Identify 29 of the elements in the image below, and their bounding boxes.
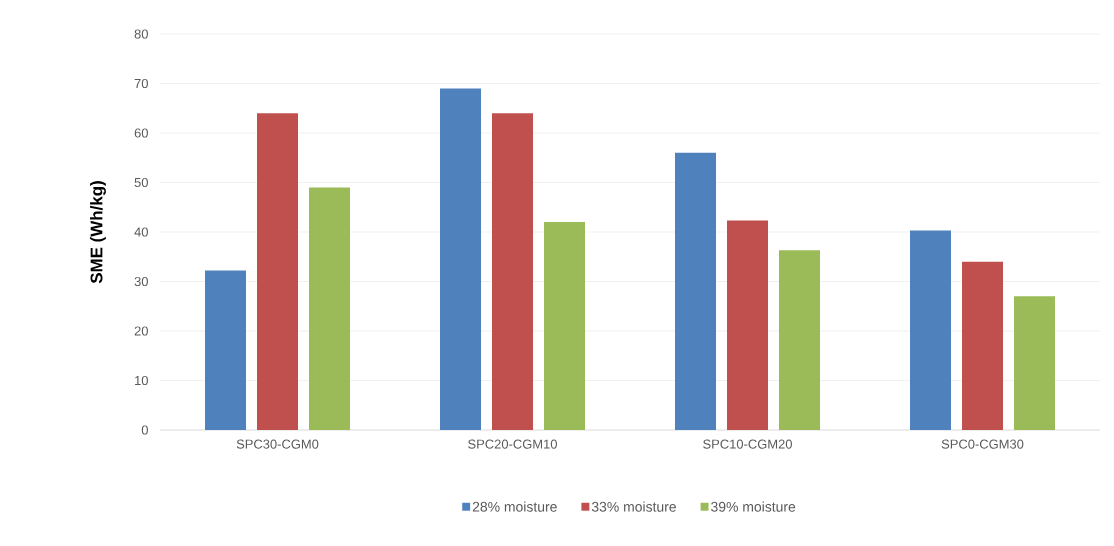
bar: [492, 113, 533, 430]
x-tick-label: SPC20-CGM10: [468, 439, 557, 449]
y-tick-label: 40: [134, 227, 148, 237]
bar: [309, 187, 350, 430]
legend-label: 28% moisture: [472, 501, 557, 512]
y-tick-label: 70: [134, 78, 148, 89]
bar: [440, 88, 481, 430]
bar: [257, 113, 298, 430]
legend-label: 33% moisture: [591, 501, 676, 512]
x-tick-label: SPC10-CGM20: [703, 439, 792, 449]
y-tick-label: 30: [134, 276, 148, 287]
bar: [544, 222, 586, 430]
bar: [962, 261, 1004, 430]
x-tick-label: SPC0-CGM30: [941, 439, 1024, 449]
bar: [727, 220, 769, 430]
y-tick-label: 0: [141, 425, 148, 435]
y-axis-title: SME (Wh/kg): [90, 181, 106, 284]
y-tick-label: 50: [134, 177, 148, 188]
bar: [675, 152, 717, 430]
y-tick-label: 60: [134, 128, 148, 138]
bar: [910, 230, 952, 430]
bar: [205, 270, 246, 430]
bar: [1014, 296, 1056, 430]
x-tick-label: SPC30-CGM0: [236, 439, 319, 449]
y-tick-label: 10: [135, 375, 148, 386]
y-tick-label: 80: [134, 29, 148, 39]
y-tick-label: 20: [134, 326, 148, 336]
legend-label: 39% moisture: [711, 501, 796, 512]
bar: [779, 250, 821, 430]
